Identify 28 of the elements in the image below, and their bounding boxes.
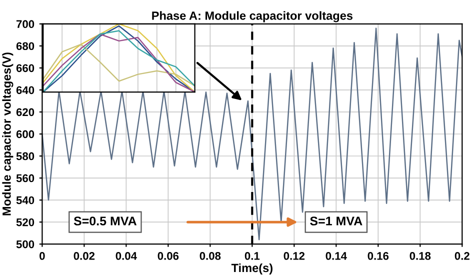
y-tick-label: 660 [16, 64, 34, 72]
x-tick-label: 0.2 [454, 252, 470, 260]
x-tick-label: 0.16 [368, 252, 389, 260]
x-tick-label: 0.1 [244, 252, 260, 260]
y-tick-label: 580 [16, 152, 34, 160]
y-tick-label: 500 [16, 240, 34, 248]
y-tick-label: 640 [16, 86, 34, 94]
y-tick-label: 520 [16, 218, 34, 226]
y-tick-label: 620 [16, 108, 34, 116]
line-series [42, 28, 462, 240]
annotation: S=1 MVA [310, 216, 362, 226]
annotation: S=0.5 MVA [74, 216, 137, 226]
x-tick-label: 0 [40, 252, 45, 260]
x-tick-label: 0.14 [326, 252, 347, 260]
y-axis-title: Module capacitor voltages(V) [2, 52, 14, 216]
y-tick-label: 560 [16, 174, 34, 182]
chart-title: Phase A: Module capacitor voltages [152, 11, 352, 22]
x-tick-label: 0.02 [74, 252, 95, 260]
x-tick-label: 0.06 [158, 252, 179, 260]
y-tick-label: 600 [16, 130, 34, 138]
x-tick-label: 0.04 [116, 252, 137, 260]
x-tick-label: 0.08 [200, 252, 221, 260]
y-tick-label: 680 [16, 42, 34, 50]
x-axis-title: Time(s) [231, 263, 272, 274]
y-tick-label: 700 [16, 20, 34, 28]
x-tick-label: 0.18 [410, 252, 431, 260]
x-tick-label: 0.12 [284, 252, 305, 260]
y-tick-label: 540 [16, 196, 34, 204]
